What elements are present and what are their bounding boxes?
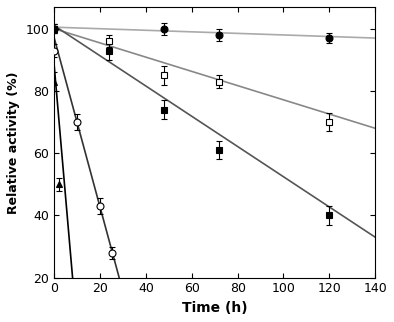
Y-axis label: Relative activity (%): Relative activity (%) — [7, 71, 20, 213]
X-axis label: Time (h): Time (h) — [182, 301, 247, 315]
